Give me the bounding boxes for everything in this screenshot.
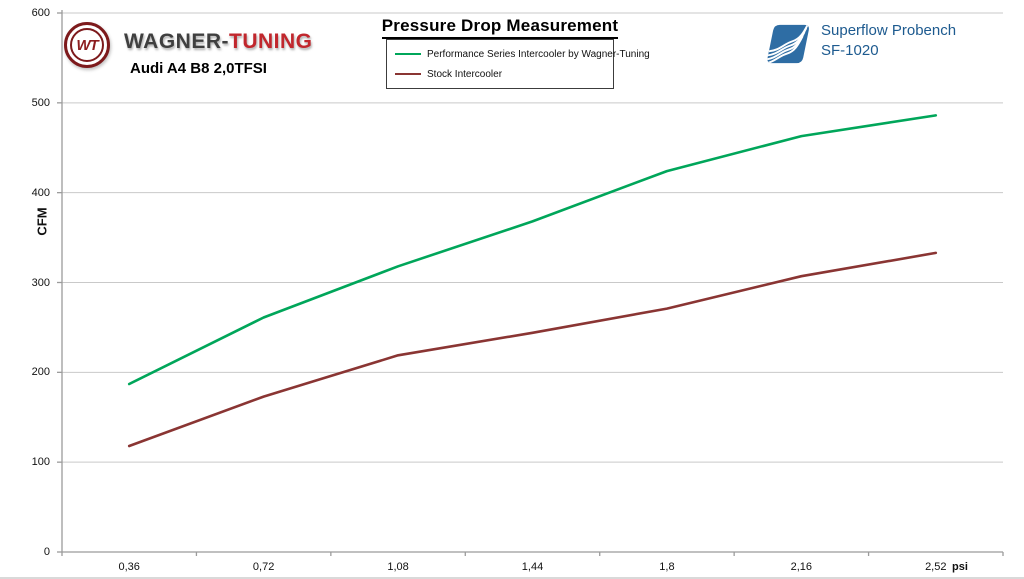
legend-line-swatch-darkred xyxy=(395,73,421,75)
series-line-0 xyxy=(127,114,938,386)
x-axis-tick-label: 1,8 xyxy=(659,561,675,573)
x-axis-tick-label: 2,16 xyxy=(790,561,813,573)
legend-label: Performance Series Intercooler by Wagner… xyxy=(427,48,650,60)
series-line-1 xyxy=(127,251,938,448)
legend-item-performance: Performance Series Intercooler by Wagner… xyxy=(395,49,650,60)
wagner-tuning-logo-monogram: WT xyxy=(70,28,104,62)
x-axis-tick-label: 2,52 xyxy=(925,561,947,573)
equipment-block: Superflow Probench SF-1020 xyxy=(765,20,956,65)
legend-label: Stock Intercooler xyxy=(427,68,503,80)
superflow-logo-icon xyxy=(767,24,809,64)
x-axis-tick-label: 1,08 xyxy=(387,561,409,573)
y-axis-tick-label: 300 xyxy=(31,276,50,289)
y-axis-tick-label: 500 xyxy=(31,96,50,109)
y-axis-tick-label: 600 xyxy=(31,7,50,19)
equipment-name: Superflow Probench SF-1020 xyxy=(821,20,956,65)
x-axis-tick-label: 1,44 xyxy=(521,561,544,573)
brand-name: WAGNER-TUNING xyxy=(124,30,313,53)
y-axis-tick-label: 200 xyxy=(31,366,50,379)
x-axis-title: psi xyxy=(952,561,968,573)
legend-line-swatch-green xyxy=(395,53,421,55)
x-axis-tick-label: 0,36 xyxy=(118,561,140,573)
y-axis-tick-label: 0 xyxy=(43,546,50,558)
equipment-line2: SF-1020 xyxy=(821,42,879,60)
legend-item-stock: Stock Intercooler xyxy=(395,69,605,80)
chart-legend: Performance Series Intercooler by Wagner… xyxy=(386,39,650,89)
vehicle-model-label: Audi A4 B8 2,0TFSI xyxy=(130,60,267,77)
x-axis-tick-label: 0,72 xyxy=(252,561,275,573)
equipment-line1: Superflow Probench xyxy=(821,22,957,39)
y-axis-title: CFM xyxy=(34,207,50,236)
chart-title: Pressure Drop Measurement xyxy=(340,16,660,39)
y-axis-tick-label: 400 xyxy=(31,186,50,199)
wagner-tuning-logo-icon: WT xyxy=(64,22,110,68)
y-axis-tick-label: 100 xyxy=(31,456,50,469)
